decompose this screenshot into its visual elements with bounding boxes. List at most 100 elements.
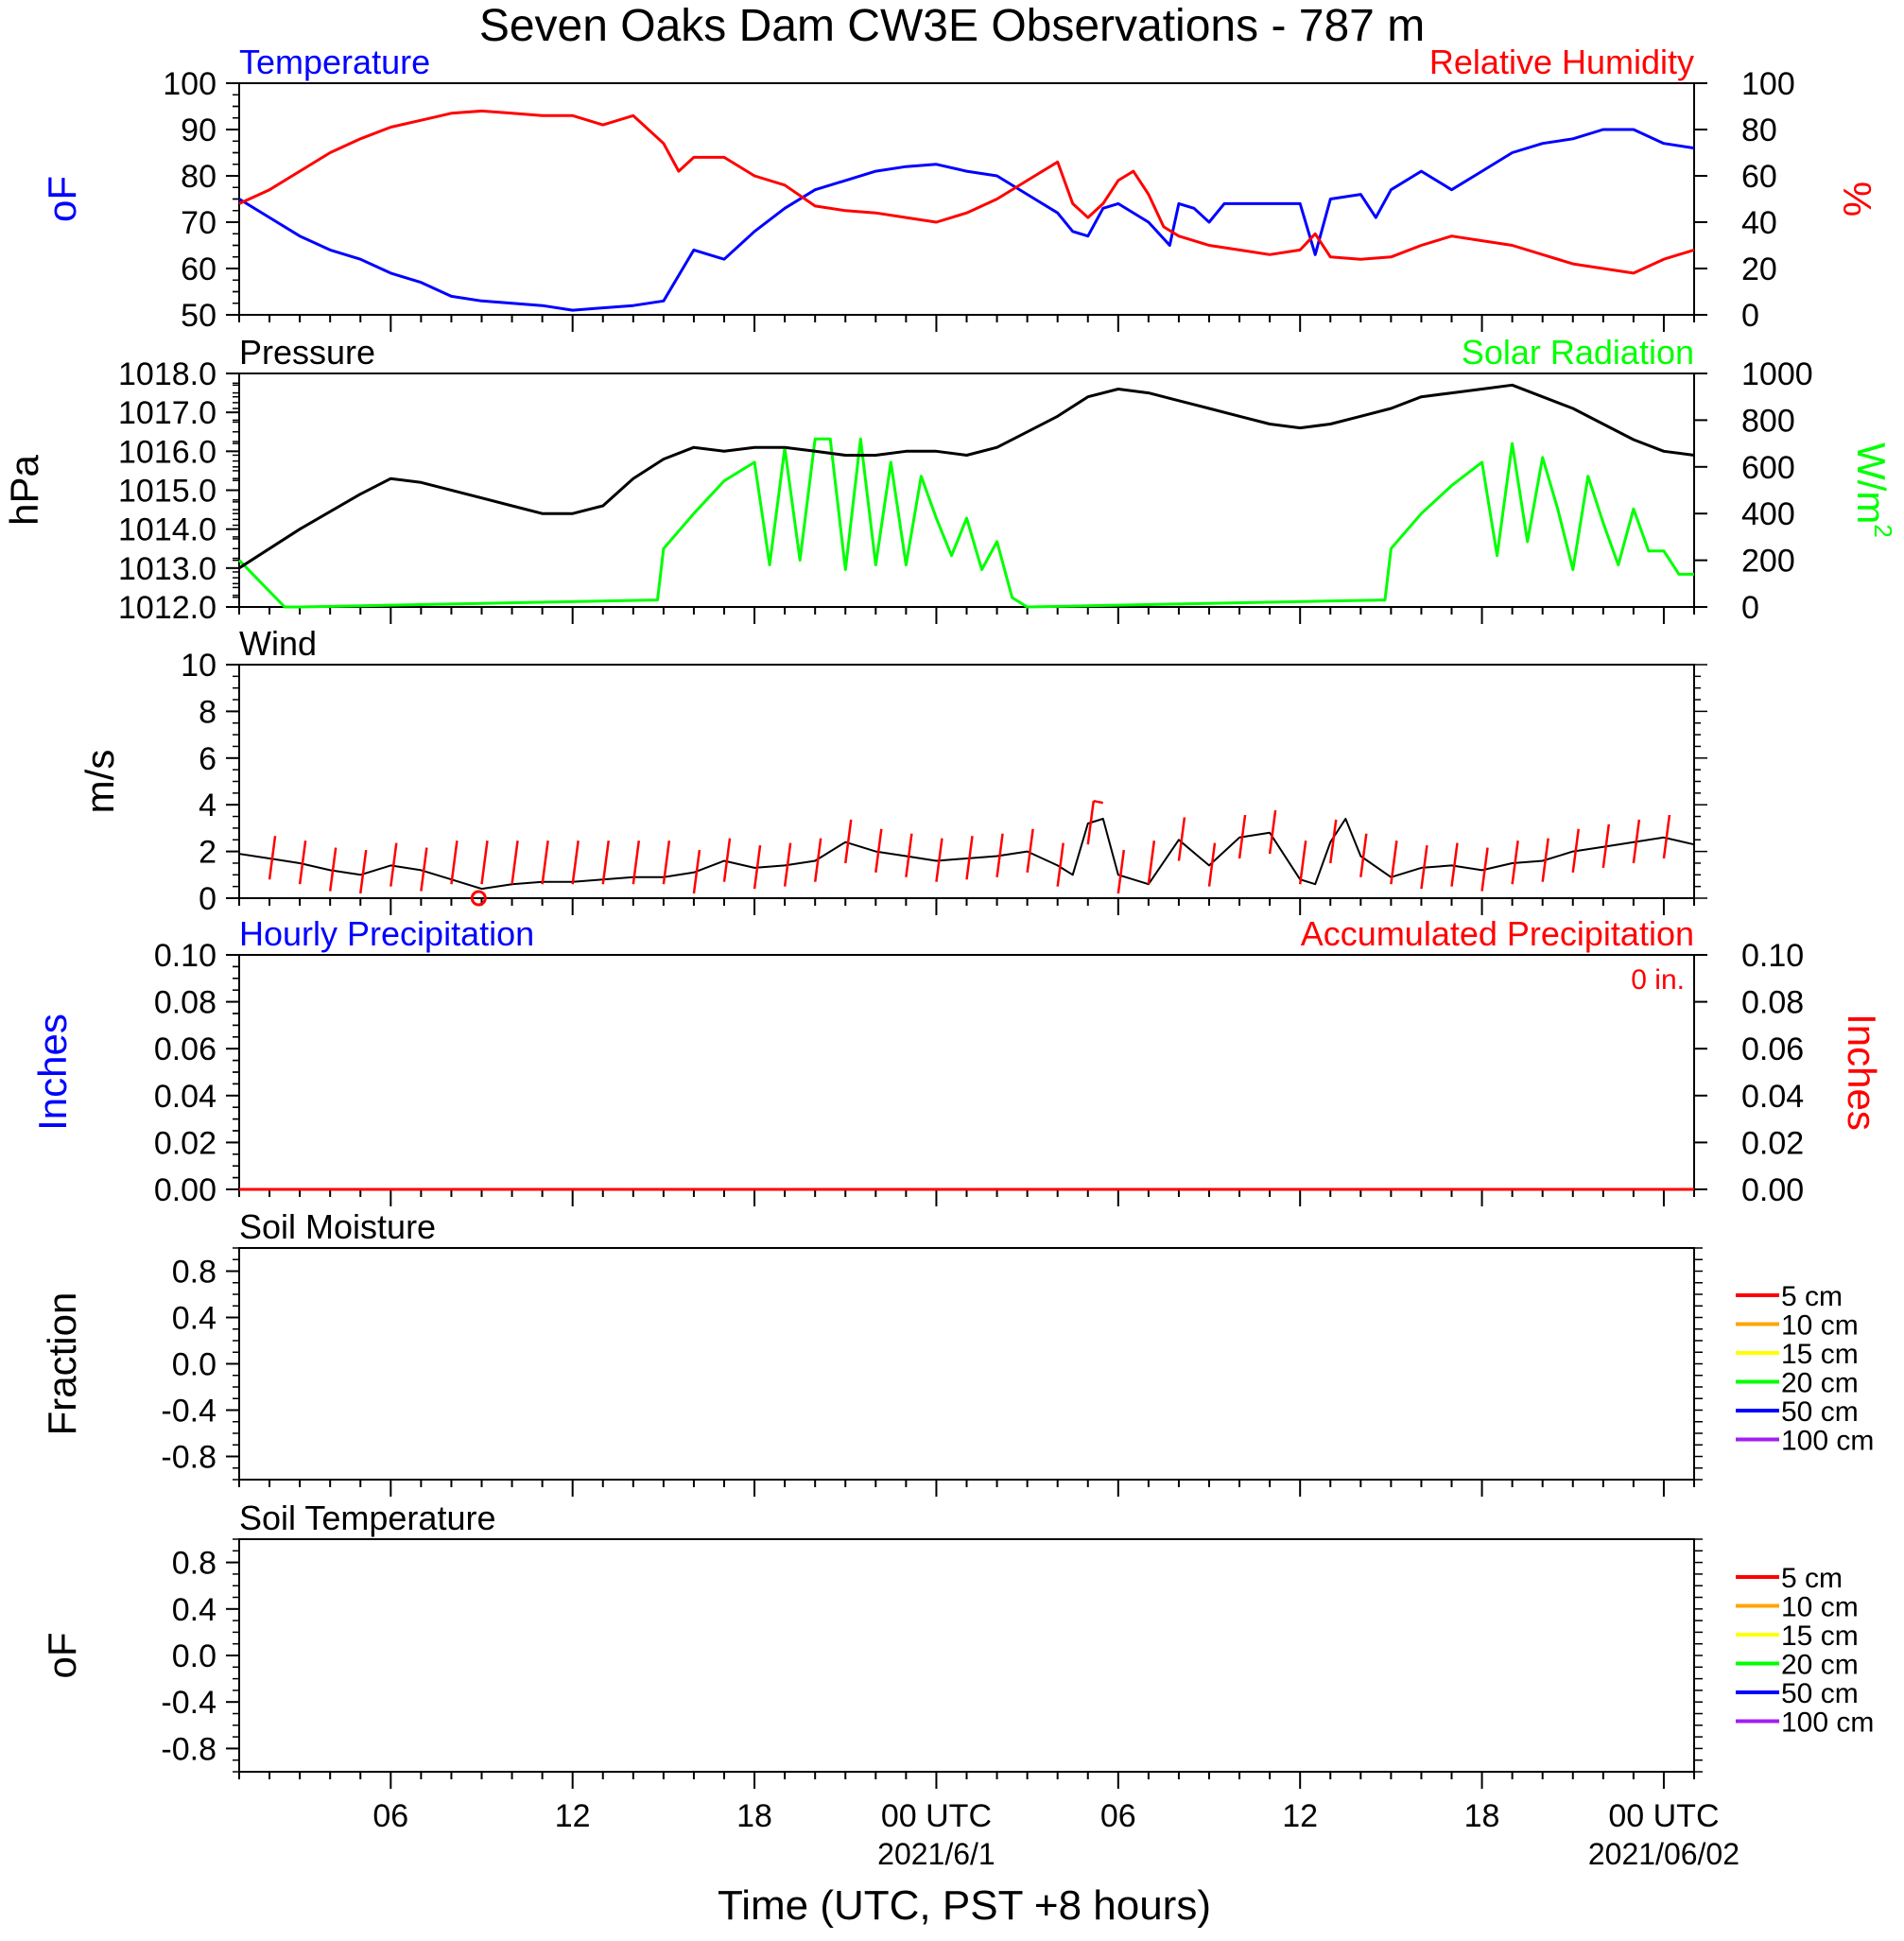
wind-barb xyxy=(753,844,762,890)
wind-barb xyxy=(268,836,277,880)
x-tick-label: 18 xyxy=(1464,1798,1500,1834)
soil_temp-title-left: Soil Temperature xyxy=(239,1499,495,1537)
wind-ytick-label-left: 6 xyxy=(199,741,216,777)
soil_moisture-legend-label: 5 cm xyxy=(1781,1281,1843,1312)
precip-ytick-label-left: 0.10 xyxy=(154,938,216,974)
panel-soil-moisture: -0.8 -0.4 0.0 0.4 0.8 Soil Moisture Fraction 5 … xyxy=(40,1207,1874,1497)
temp_rh-ytick-label-left: 60 xyxy=(181,251,216,287)
soil_moisture-legend-label: 50 cm xyxy=(1781,1396,1859,1428)
soil_temp-ytick-label-left: 0.0 xyxy=(172,1638,216,1674)
wind-barb xyxy=(1177,817,1186,861)
soil_moisture-ytick-label-left: 0.0 xyxy=(172,1347,216,1383)
x-axis-label: Time (UTC, PST +8 hours) xyxy=(718,1882,1211,1929)
wind-ytick-label-left: 2 xyxy=(199,835,216,871)
precip-ytick-label-left: 0.06 xyxy=(154,1031,216,1067)
temp_rh-ytick-label-right: 80 xyxy=(1741,113,1777,148)
pres_solar-ytick-label-left: 1015.0 xyxy=(118,474,216,510)
x-tick-label: 18 xyxy=(736,1798,772,1834)
chart-title: Seven Oaks Dam CW3E Observations - 787 m xyxy=(479,1,1425,51)
wind-barb xyxy=(1238,814,1247,859)
precip-ytick-label-right: 0.00 xyxy=(1741,1172,1804,1208)
temp_rh-ytick-label-left: 90 xyxy=(181,113,216,148)
panel-temp-rh: 50 60 70 80 90 100 0 20 40 60 80 100 Temperature Rela… xyxy=(40,43,1879,334)
wind-ytick-label-left: 4 xyxy=(199,788,216,823)
wind-barb xyxy=(1601,823,1611,869)
pres_solar-ytick-label-right: 1000 xyxy=(1741,356,1813,392)
pres_solar-ytick-label-right: 400 xyxy=(1741,496,1795,532)
wind-barb xyxy=(1086,801,1095,845)
temp_rh-ytick-label-right: 100 xyxy=(1741,66,1795,102)
precip-ytick-label-left: 0.00 xyxy=(154,1172,216,1208)
wind-ytick-label-left: 8 xyxy=(199,694,216,730)
temp_rh-ytick-label-right: 60 xyxy=(1741,159,1777,195)
precip-unit-left: Inches xyxy=(30,1014,75,1131)
temp_rh-ytick-label-right: 20 xyxy=(1741,251,1777,287)
precip-ytick-label-right: 0.02 xyxy=(1741,1125,1804,1161)
x-tick-label: 00 UTC xyxy=(881,1798,992,1834)
wind-barb xyxy=(1026,828,1034,873)
wind-ytick-label-left: 0 xyxy=(199,881,216,917)
temp_rh-ytick-label-left: 100 xyxy=(163,66,216,102)
wind-barb xyxy=(1056,842,1065,887)
wind-barb xyxy=(571,841,580,885)
pres_solar-series-pressure xyxy=(238,383,1695,570)
wind-barb xyxy=(541,841,549,885)
pres_solar-ytick-label-left: 1017.0 xyxy=(118,395,216,431)
pres_solar-title-left: Pressure xyxy=(239,333,375,372)
soil_moisture-ytick-label-left: -0.4 xyxy=(161,1394,216,1430)
wind-series-wind xyxy=(238,818,1695,891)
pres_solar-series-solar-radiation xyxy=(237,437,1694,609)
wind-barb xyxy=(1207,842,1217,887)
wind-ytick-label-left: 10 xyxy=(181,648,216,684)
wind-barb xyxy=(844,819,853,864)
soil_temp-legend-label: 10 cm xyxy=(1781,1592,1859,1623)
wind-barb xyxy=(298,841,307,885)
temp_rh-title-left: Temperature xyxy=(239,43,430,81)
wind-barb xyxy=(1147,841,1156,885)
wind-barb xyxy=(1116,849,1126,894)
wind-barb xyxy=(328,847,338,892)
pres_solar-ytick-label-left: 1012.0 xyxy=(118,590,216,626)
temp_rh-ytick-label-right: 40 xyxy=(1741,205,1777,241)
pres_solar-ytick-label-right: 200 xyxy=(1741,544,1795,580)
precip-ytick-label-left: 0.08 xyxy=(154,985,216,1021)
temp_rh-unit-left: oF xyxy=(40,176,84,222)
soil_moisture-ytick-label-left: 0.4 xyxy=(172,1301,216,1337)
x-tick-label: 06 xyxy=(1100,1798,1136,1834)
temp_rh-title-right: Relative Humidity xyxy=(1429,43,1694,81)
precip-ytick-label-left: 0.04 xyxy=(154,1079,216,1115)
pres_solar-ytick-label-right: 0 xyxy=(1741,590,1759,626)
soil_moisture-legend-label: 20 cm xyxy=(1781,1368,1859,1399)
wind-barb xyxy=(1450,842,1459,887)
pres_solar-ytick-label-left: 1014.0 xyxy=(118,512,216,548)
panel-precipitation: 0.00 0.02 0.04 0.06 0.08 0.10 0.00 0.02 0.04 0.06… xyxy=(30,914,1884,1208)
wind-barb xyxy=(1480,847,1489,892)
precip-unit-right: Inches xyxy=(1840,1014,1884,1131)
x-tick-label: 06 xyxy=(372,1798,408,1834)
precip-ytick-label-right: 0.10 xyxy=(1741,938,1804,974)
pres_solar-title-right: Solar Radiation xyxy=(1462,333,1694,372)
temp_rh-ytick-label-right: 0 xyxy=(1741,298,1759,334)
soil_moisture-legend-label: 100 cm xyxy=(1781,1426,1874,1457)
wind-barb xyxy=(1268,809,1277,855)
soil_moisture-ytick-label-left: 0.8 xyxy=(172,1255,216,1291)
precip-total-label: 0 in. xyxy=(1631,964,1685,996)
wind-barb xyxy=(995,833,1004,877)
wind-barb-flag xyxy=(1093,799,1103,805)
precip-ytick-label-right: 0.04 xyxy=(1741,1079,1804,1115)
precip-ytick-label-right: 0.06 xyxy=(1741,1031,1804,1067)
soil_moisture-legend-label: 10 cm xyxy=(1781,1310,1859,1342)
x-tick-label: 12 xyxy=(555,1798,591,1834)
x-tick-label: 12 xyxy=(1282,1798,1318,1834)
wind-barb xyxy=(1511,841,1519,885)
soil_temp-legend-label: 50 cm xyxy=(1781,1678,1859,1709)
precip-title-right: Accumulated Precipitation xyxy=(1301,914,1694,953)
wind-barb xyxy=(1541,838,1549,882)
temp_rh-series-relative-humidity xyxy=(238,109,1695,275)
x-tick-date: 2021/6/1 xyxy=(877,1837,995,1871)
pres_solar-unit-right-sup: 2 xyxy=(1869,524,1897,537)
